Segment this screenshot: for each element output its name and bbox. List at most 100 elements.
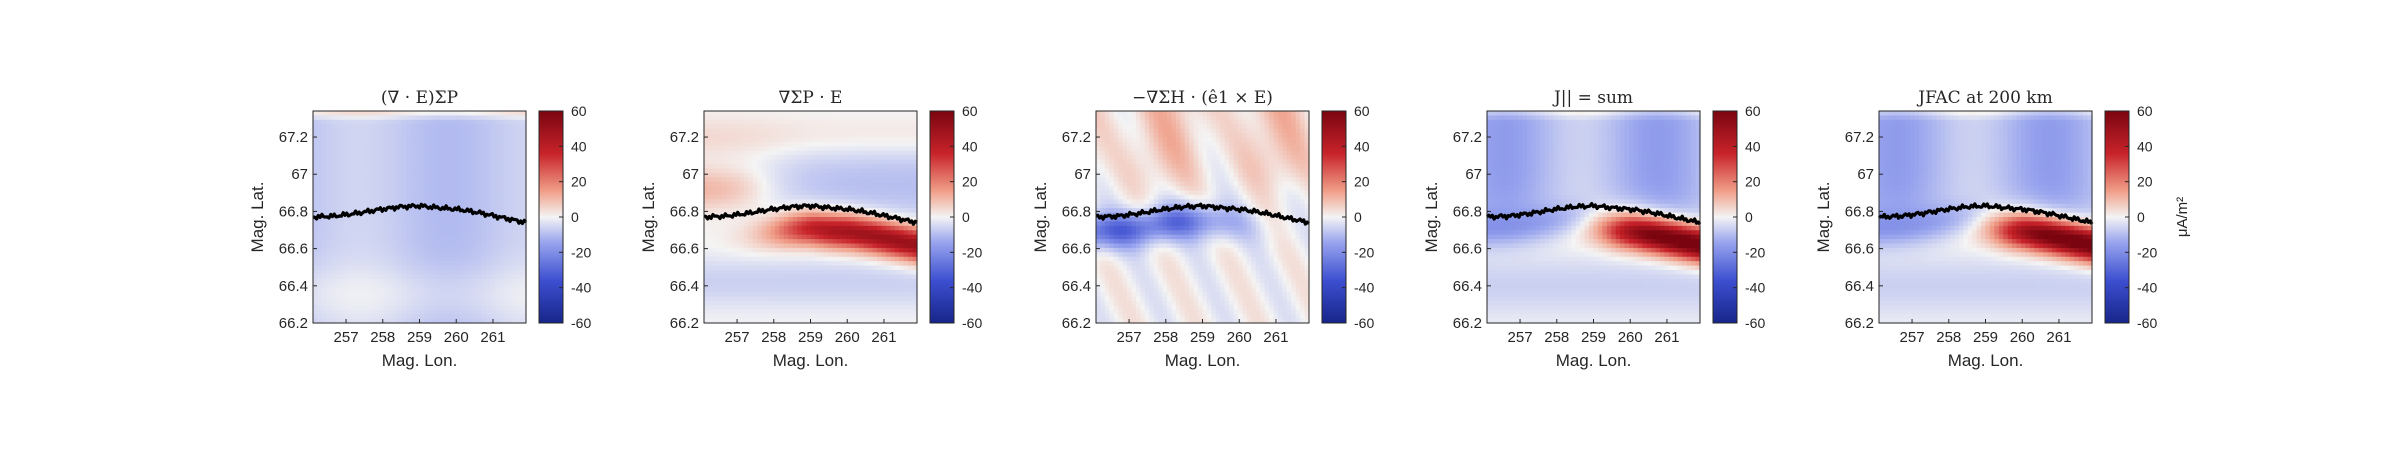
heatmap-cell <box>846 124 852 130</box>
heatmap-cell <box>859 239 865 245</box>
heatmap-cell <box>828 314 834 320</box>
heatmap-cell <box>370 199 376 205</box>
heatmap-cell <box>885 234 891 240</box>
heatmap-cell <box>326 164 332 170</box>
heatmap-cell <box>406 221 412 227</box>
heatmap-cell <box>837 208 843 214</box>
heatmap-cell <box>761 217 767 223</box>
heatmap-cell <box>850 155 856 161</box>
heatmap-cell <box>730 314 736 320</box>
heatmap-cell <box>788 274 794 280</box>
heatmap-cell <box>748 256 754 262</box>
heatmap-cell <box>499 199 505 205</box>
heatmap-cell <box>494 309 500 315</box>
heatmap-cell <box>730 124 736 130</box>
heatmap-cell <box>463 278 469 284</box>
heatmap-cell <box>397 141 403 147</box>
heatmap-cell <box>1109 265 1115 271</box>
heatmap-cell <box>326 177 332 183</box>
heatmap-cell <box>899 270 905 276</box>
heatmap-cell <box>459 181 465 187</box>
heatmap-cell <box>761 252 767 258</box>
heatmap-cell <box>739 292 745 298</box>
heatmap-cell <box>872 199 878 205</box>
heatmap-cell <box>503 150 509 156</box>
heatmap-cell <box>357 309 363 315</box>
heatmap-cell <box>384 168 390 174</box>
heatmap-cell <box>730 177 736 183</box>
heatmap-cell <box>423 181 429 187</box>
heatmap-cell <box>899 239 905 245</box>
heatmap-cell <box>801 274 807 280</box>
heatmap-cell <box>863 190 869 196</box>
heatmap-cell <box>352 252 358 258</box>
heatmap-cell <box>446 146 452 152</box>
heatmap-cell <box>313 194 319 200</box>
heatmap-cell <box>841 300 847 306</box>
heatmap-cell <box>508 137 514 143</box>
heatmap-cell <box>1096 155 1102 161</box>
heatmap-cell <box>806 159 812 165</box>
heatmap-cell <box>352 164 358 170</box>
heatmap-cell <box>370 164 376 170</box>
heatmap-cell <box>379 150 385 156</box>
heatmap-cell <box>477 137 483 143</box>
heatmap-cell <box>1096 247 1102 253</box>
heatmap-cell <box>766 265 772 271</box>
heatmap-cell <box>463 194 469 200</box>
heatmap-cell <box>846 221 852 227</box>
heatmap-cell <box>352 186 358 192</box>
heatmap-cell <box>868 212 874 218</box>
heatmap-cell <box>397 155 403 161</box>
heatmap-cell <box>468 318 474 324</box>
heatmap-cell <box>788 137 794 143</box>
heatmap-cell <box>757 243 763 249</box>
heatmap-cell <box>517 300 523 306</box>
heatmap-cell <box>463 256 469 262</box>
heatmap-cell <box>779 305 785 311</box>
heatmap-cell <box>423 270 429 276</box>
heatmap-cell <box>810 159 816 165</box>
heatmap-cell <box>437 199 443 205</box>
heatmap-cell <box>748 292 754 298</box>
heatmap-cell <box>735 199 741 205</box>
heatmap-cell <box>859 318 865 324</box>
heatmap-cell <box>379 230 385 236</box>
heatmap-cell <box>854 212 860 218</box>
heatmap-cell <box>712 296 718 302</box>
heatmap-cell <box>481 150 487 156</box>
heatmap-cell <box>735 225 741 231</box>
heatmap-cell <box>366 177 372 183</box>
heatmap-cell <box>450 137 456 143</box>
heatmap-cell <box>503 111 509 117</box>
heatmap-cell <box>450 124 456 130</box>
heatmap-cell <box>757 133 763 139</box>
heatmap-cell <box>783 314 789 320</box>
heatmap-cell <box>521 172 527 178</box>
heatmap-cell <box>748 168 754 174</box>
heatmap-cell <box>344 296 350 302</box>
heatmap-cell <box>512 305 518 311</box>
heatmap-cell <box>885 111 891 117</box>
heatmap-cell <box>512 186 518 192</box>
heatmap-cell <box>903 261 909 267</box>
heatmap-cell <box>708 239 714 245</box>
heatmap-cell <box>806 270 812 276</box>
heatmap-cell <box>313 252 319 258</box>
heatmap-cell <box>823 234 829 240</box>
heatmap-cell <box>806 119 812 125</box>
heatmap-cell <box>779 300 785 306</box>
heatmap-cell <box>854 190 860 196</box>
heatmap-cell <box>1118 234 1124 240</box>
heatmap-cell <box>415 221 421 227</box>
heatmap-cell <box>392 309 398 315</box>
heatmap-cell <box>490 239 496 245</box>
heatmap-cell <box>788 217 794 223</box>
heatmap-cell <box>908 155 914 161</box>
heatmap-cell <box>810 115 816 121</box>
heatmap-cell <box>397 318 403 324</box>
heatmap-cell <box>321 252 327 258</box>
heatmap-cell <box>406 194 412 200</box>
heatmap-cell <box>704 119 710 125</box>
heatmap-cell <box>348 137 354 143</box>
